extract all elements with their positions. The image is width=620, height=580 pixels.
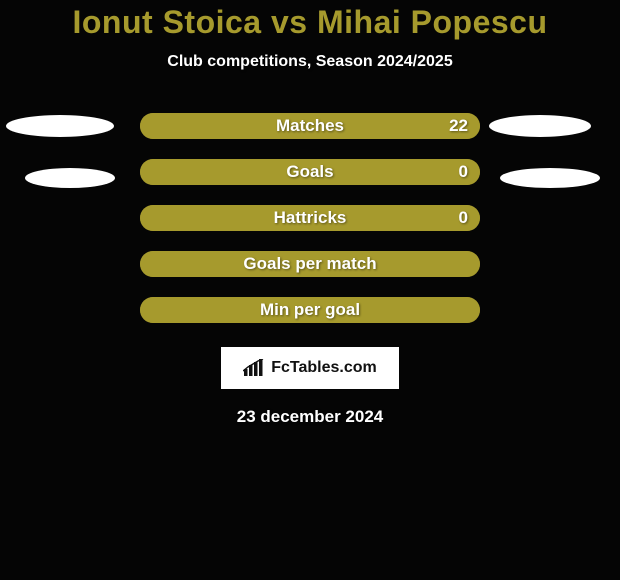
stat-label: Hattricks (274, 208, 347, 228)
left-value-blob (25, 168, 115, 188)
stat-label: Goals per match (243, 254, 376, 274)
stat-value: 0 (459, 208, 468, 228)
stat-row: Hattricks 0 (0, 205, 620, 231)
stat-bar: Min per goal (140, 297, 480, 323)
date: 23 december 2024 (237, 407, 384, 427)
comparison-card: Ionut Stoica vs Mihai Popescu Club compe… (0, 0, 620, 427)
bar-chart-icon (243, 359, 265, 377)
title-vs: vs (271, 4, 308, 40)
stat-label: Matches (276, 116, 344, 136)
stat-bar: Hattricks 0 (140, 205, 480, 231)
title-player2: Mihai Popescu (317, 4, 548, 40)
title-player1: Ionut Stoica (72, 4, 261, 40)
right-value-blob (500, 168, 600, 188)
stat-row: Goals per match (0, 251, 620, 277)
stat-row: Goals 0 (0, 159, 620, 185)
stat-bar: Goals per match (140, 251, 480, 277)
page-title: Ionut Stoica vs Mihai Popescu (72, 4, 547, 41)
stat-label: Goals (286, 162, 333, 182)
stat-row: Min per goal (0, 297, 620, 323)
stat-rows: Matches 22 Goals 0 Hattricks 0 Goals per match… (0, 113, 620, 323)
stat-label: Min per goal (260, 300, 360, 320)
source-text: FcTables.com (271, 359, 377, 377)
stat-row: Matches 22 (0, 113, 620, 139)
subtitle: Club competitions, Season 2024/2025 (167, 53, 452, 71)
stat-value: 0 (459, 162, 468, 182)
left-value-blob (6, 115, 114, 137)
source-badge: FcTables.com (221, 347, 399, 389)
stat-bar: Matches 22 (140, 113, 480, 139)
stat-value: 22 (449, 116, 468, 136)
stat-bar: Goals 0 (140, 159, 480, 185)
right-value-blob (489, 115, 591, 137)
